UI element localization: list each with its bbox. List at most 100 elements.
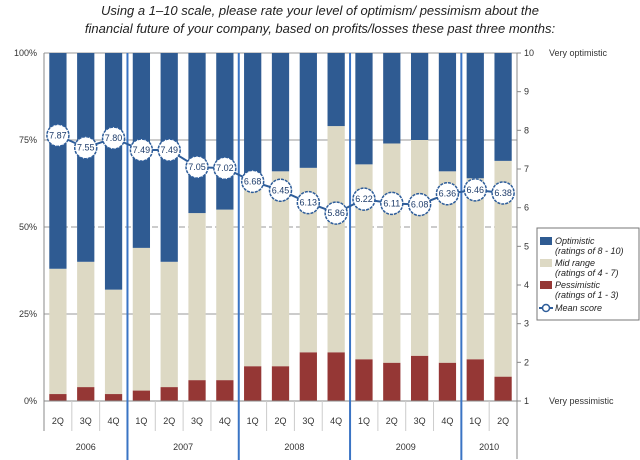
legend-swatch bbox=[540, 281, 552, 289]
right-axis-bottom-label: Very pessimistic bbox=[549, 396, 614, 406]
bar-segment bbox=[383, 362, 401, 401]
mean-score-label: 6.38 bbox=[494, 188, 512, 198]
mean-score-label: 6.22 bbox=[355, 194, 373, 204]
bar-segment bbox=[77, 387, 95, 401]
bar-segment bbox=[216, 53, 234, 210]
quarter-label: 3Q bbox=[191, 416, 203, 426]
mean-score-label: 5.86 bbox=[327, 208, 345, 218]
year-label: 2006 bbox=[76, 442, 96, 452]
bar-segment bbox=[132, 390, 151, 401]
bar-segment bbox=[160, 387, 178, 401]
bar-segment bbox=[49, 394, 67, 401]
bar-segment bbox=[216, 380, 234, 401]
left-tick-label: 100% bbox=[14, 48, 37, 58]
right-tick-label: 2 bbox=[524, 357, 529, 367]
year-label: 2007 bbox=[173, 442, 193, 452]
year-label: 2010 bbox=[479, 442, 499, 452]
title-line-2: financial future of your company, based … bbox=[84, 21, 556, 36]
right-tick-label: 7 bbox=[524, 164, 529, 174]
legend-swatch bbox=[540, 237, 552, 245]
bar-segment bbox=[410, 140, 429, 356]
quarter-label: 4Q bbox=[441, 416, 453, 426]
quarter-label: 2Q bbox=[274, 416, 286, 426]
bar-segment bbox=[383, 53, 401, 144]
bar-segment bbox=[188, 380, 206, 401]
right-tick-label: 5 bbox=[524, 241, 529, 251]
bar-segment bbox=[438, 362, 457, 401]
bar-segment bbox=[327, 352, 345, 401]
bar-segment bbox=[244, 185, 262, 367]
legend-label: Optimistic (ratings of 8 - 10) bbox=[555, 236, 624, 256]
quarter-label: 3Q bbox=[80, 416, 92, 426]
right-tick-label: 9 bbox=[524, 87, 529, 97]
mean-score-label: 7.55 bbox=[77, 143, 95, 153]
quarter-label: 2Q bbox=[497, 416, 509, 426]
mean-score-marker bbox=[129, 138, 154, 162]
bar-segment bbox=[299, 167, 317, 353]
quarter-label: 1Q bbox=[135, 416, 147, 426]
quarter-label: 4Q bbox=[108, 416, 120, 426]
mean-score-label: 6.08 bbox=[411, 200, 429, 210]
mean-score-marker bbox=[324, 201, 348, 225]
bar-segment bbox=[410, 355, 429, 401]
mean-score-marker bbox=[296, 190, 321, 215]
bar-segment bbox=[494, 376, 512, 401]
mean-score-label: 6.11 bbox=[383, 198, 400, 208]
bar-segment bbox=[327, 53, 345, 127]
mean-score-marker bbox=[380, 191, 404, 216]
quarter-label: 2Q bbox=[386, 416, 398, 426]
bar-segment bbox=[160, 261, 178, 388]
bar-segment bbox=[104, 53, 123, 290]
bar-segment bbox=[104, 289, 123, 395]
bar-segment bbox=[438, 53, 457, 172]
quarter-label: 1Q bbox=[358, 416, 370, 426]
left-tick-label: 25% bbox=[19, 309, 37, 319]
bar-segment bbox=[355, 359, 373, 401]
bar-segment bbox=[216, 209, 234, 381]
mean-score-label: 6.13 bbox=[300, 198, 318, 208]
bar-segment bbox=[244, 53, 262, 186]
bar-segment bbox=[355, 164, 373, 360]
mean-score-label: 6.46 bbox=[466, 185, 484, 195]
mean-score-label: 7.02 bbox=[216, 163, 234, 173]
year-label: 2008 bbox=[284, 442, 304, 452]
bar-segment bbox=[244, 366, 262, 401]
bar-segment bbox=[299, 352, 317, 401]
quarter-label: 1Q bbox=[469, 416, 481, 426]
bar-segment bbox=[271, 53, 290, 172]
mean-score-marker bbox=[491, 181, 515, 205]
right-tick-label: 4 bbox=[524, 280, 529, 290]
quarter-label: 3Q bbox=[414, 416, 426, 426]
mean-score-marker bbox=[157, 138, 181, 162]
bar-segment bbox=[494, 160, 512, 377]
bar-segment bbox=[132, 247, 151, 391]
left-tick-label: 0% bbox=[24, 396, 37, 406]
bar-segment bbox=[466, 178, 484, 360]
left-tick-label: 50% bbox=[19, 222, 37, 232]
mean-score-label: 7.49 bbox=[160, 145, 178, 155]
bar-segment bbox=[355, 53, 373, 165]
quarter-label: 3Q bbox=[302, 416, 314, 426]
right-tick-label: 10 bbox=[524, 48, 534, 58]
bar-segment bbox=[77, 261, 95, 388]
bar-segment bbox=[271, 366, 290, 401]
quarter-label: 2Q bbox=[163, 416, 175, 426]
legend-label: Mean score bbox=[555, 303, 602, 313]
bar-segment bbox=[466, 359, 484, 401]
title-line-1: Using a 1–10 scale, please rate your lev… bbox=[101, 3, 539, 18]
legend bbox=[536, 227, 640, 321]
right-tick-label: 1 bbox=[524, 396, 529, 406]
mean-score-label: 6.36 bbox=[439, 189, 457, 199]
quarter-label: 4Q bbox=[330, 416, 342, 426]
bar-segment bbox=[383, 143, 401, 363]
bar-segment bbox=[188, 213, 206, 381]
mean-score-marker bbox=[435, 181, 460, 206]
mean-score-marker bbox=[240, 169, 265, 194]
legend-swatch bbox=[540, 259, 552, 267]
year-label: 2009 bbox=[396, 442, 416, 452]
mean-score-marker bbox=[213, 156, 237, 180]
mean-score-marker bbox=[101, 126, 126, 150]
bar-segment bbox=[104, 394, 123, 401]
legend-label: Pessimistic (ratings of 1 - 3) bbox=[555, 280, 619, 300]
